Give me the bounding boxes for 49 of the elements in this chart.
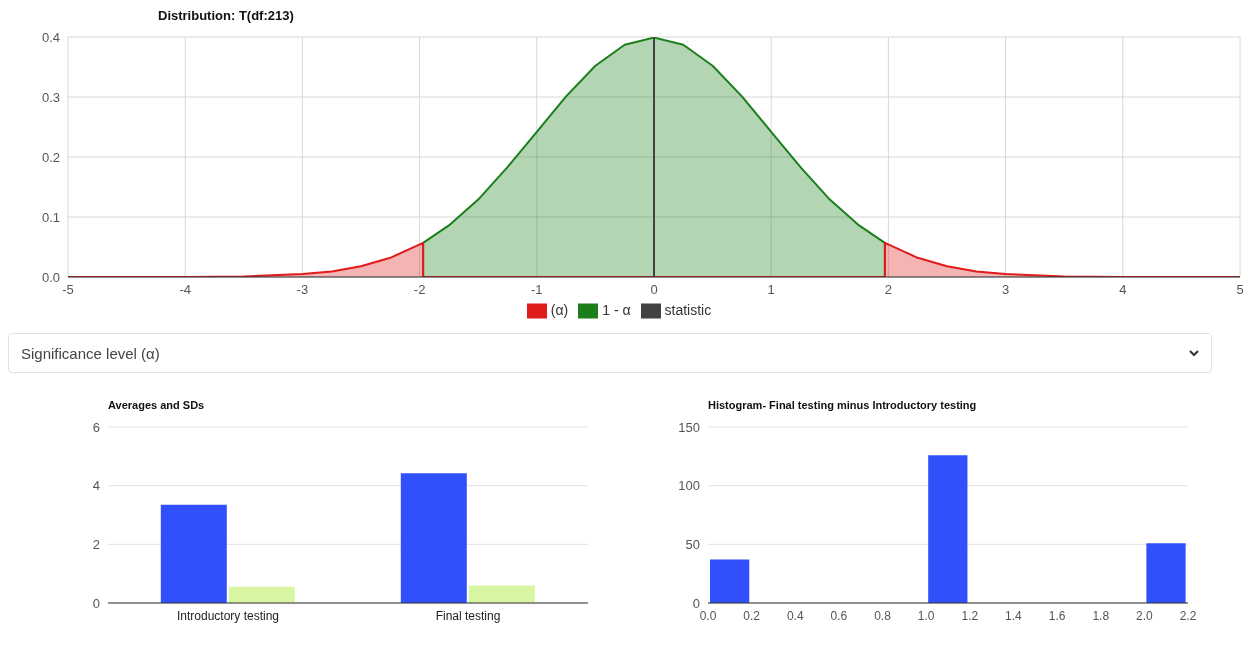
x-tick-label: 5	[1236, 282, 1244, 298]
y-tick-label: 50	[685, 536, 700, 552]
chart-title: Averages and SDs	[108, 399, 206, 411]
text: Significance level (α)	[21, 344, 160, 362]
x-tick-label: 1.6	[1048, 608, 1066, 623]
x-tick-label: -4	[179, 282, 191, 298]
x-tick-label: -3	[296, 282, 309, 298]
y-tick-label: 6	[92, 419, 100, 435]
x-tick-label: Final testing	[435, 608, 501, 623]
x-tick-label: 0.4	[786, 608, 804, 623]
x-tick-label: 4	[1119, 282, 1127, 298]
y-tick-label: 2	[92, 536, 100, 552]
y-tick-label: 0.1	[41, 209, 60, 225]
bar	[400, 473, 467, 603]
x-tick-label: 3	[1001, 282, 1010, 298]
y-tick-label: 0	[692, 595, 700, 611]
y-tick-label: 0.2	[41, 149, 60, 165]
x-tick-label: 0.2	[743, 608, 761, 623]
x-tick-label: Introductory testing	[176, 608, 280, 623]
bar	[160, 504, 227, 603]
legend-label: 1 - α	[602, 301, 631, 318]
y-tick-label: 0.3	[41, 89, 60, 105]
x-tick-label: 0.0	[699, 608, 717, 623]
legend-label: statistic	[664, 301, 712, 318]
x-tick-label: 0.8	[874, 608, 892, 623]
y-tick-label: 4	[92, 478, 100, 494]
x-tick-label: 2.0	[1136, 608, 1154, 623]
x-tick-label: 2	[884, 282, 893, 298]
y-tick-label: 0.4	[41, 29, 60, 45]
y-tick-label: 0.0	[41, 269, 60, 285]
x-tick-label: 1.0	[917, 608, 935, 623]
x-tick-label: 1.4	[1005, 608, 1023, 623]
bar	[228, 586, 295, 603]
x-tick-label: -1	[531, 282, 543, 298]
bar	[468, 585, 535, 603]
x-tick-label: 1	[767, 282, 775, 298]
legend-label: (α)	[550, 301, 569, 318]
chart-title: Distribution: T(df:213)	[158, 8, 295, 23]
y-tick-label: 100	[678, 478, 700, 494]
y-tick-label: 150	[678, 419, 700, 435]
x-tick-label: 1.2	[961, 608, 979, 623]
x-tick-label: 2.2	[1179, 608, 1197, 623]
x-tick-label: 0.6	[830, 608, 848, 623]
x-tick-label: 0	[650, 282, 658, 298]
x-tick-label: -2	[413, 282, 426, 298]
chart-title: Histogram- Final testing minus Introductory testing	[708, 399, 978, 411]
x-tick-label: -5	[62, 282, 74, 298]
y-tick-label: 0	[92, 595, 100, 611]
x-tick-label: 1.8	[1092, 608, 1110, 623]
